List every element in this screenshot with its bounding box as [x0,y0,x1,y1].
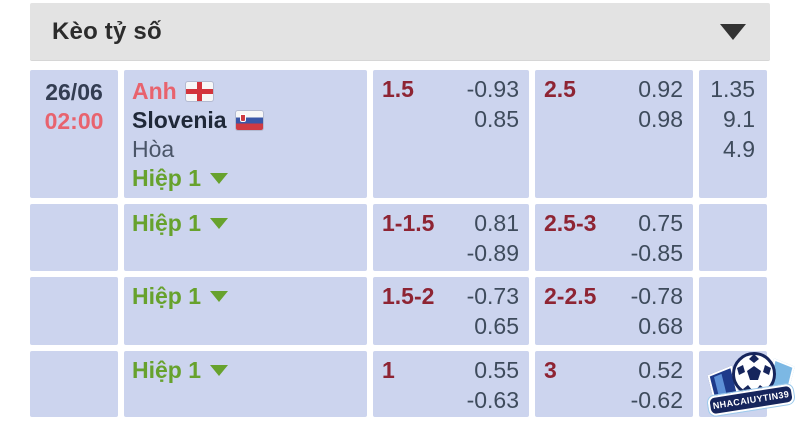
odds-cell-market1-row3[interactable]: 1.5-2 -0.73 0.65 [373,277,529,345]
away-team-name: Slovenia [132,107,227,133]
period-label: Hiệp 1 [132,357,202,383]
outcome-odds-3: 4.9 [723,136,755,162]
odds-bottom: 0.98 [638,106,683,132]
period-selector-1[interactable]: Hiệp 1 [132,164,229,193]
draw-label: Hòa [132,136,175,162]
odds-bottom: 0.85 [474,106,519,132]
odds-top: -0.78 [630,283,683,309]
handicap-line: 2.5-3 [544,210,597,236]
outcome-odds-1: 1.35 [710,76,755,102]
empty-cell [30,204,118,271]
period-selector-3[interactable]: Hiệp 1 [132,282,229,311]
period-selector-2[interactable]: Hiệp 1 [132,209,229,238]
odds-top: -0.93 [466,76,519,102]
odds-bottom: -0.62 [630,387,683,413]
site-watermark-logo: NHACAIUYTIN39 [705,350,798,424]
panel-title: Kèo tỷ số [52,17,162,45]
handicap-line: 2-2.5 [544,283,597,309]
period-cell-row4: Hiệp 1 [124,351,367,417]
home-team-name: Anh [132,78,177,104]
odds-bottom: -0.89 [466,240,519,266]
away-team-row: Slovenia [132,106,367,135]
odds-cell-market2-row1[interactable]: 2.5 0.92 0.98 [535,70,693,198]
odds-bottom: 0.68 [638,313,683,339]
handicap-line: 1-1.5 [382,210,435,236]
odds-bottom: -0.63 [466,387,519,413]
outcome-odds-2: 9.1 [723,106,755,132]
odds-top: 0.81 [474,210,519,236]
handicap-line: 1.5-2 [382,283,435,309]
chevron-down-icon [210,173,229,184]
chevron-down-icon [210,291,229,302]
chevron-down-icon [210,218,229,229]
empty-cell [30,351,118,417]
match-teams-cell: Anh Slovenia Hòa Hiệp 1 [124,70,367,198]
odds-bottom: 0.65 [474,313,519,339]
slovenia-flag-icon [235,111,263,130]
odds-top: 0.55 [474,357,519,383]
period-cell-row2: Hiệp 1 [124,204,367,271]
home-team-row: Anh [132,77,367,106]
chevron-down-icon [210,365,229,376]
handicap-line: 1 [382,357,395,383]
period-cell-row3: Hiệp 1 [124,277,367,345]
handicap-line: 2.5 [544,76,576,102]
odds-top: 0.52 [638,357,683,383]
empty-cell [699,204,767,271]
odds-cell-market1-row4[interactable]: 1 0.55 -0.63 [373,351,529,417]
match-date: 26/06 [45,79,103,105]
period-label: Hiệp 1 [132,165,202,191]
period-selector-4[interactable]: Hiệp 1 [132,356,229,385]
odds-cell-market1-row1[interactable]: 1.5 -0.93 0.85 [373,70,529,198]
outcome-odds-cell[interactable]: 1.35 9.1 4.9 [699,70,767,198]
empty-cell [699,277,767,345]
odds-top: 0.75 [638,210,683,236]
handicap-line: 3 [544,357,557,383]
handicap-line: 1.5 [382,76,414,102]
england-flag-icon [185,82,213,101]
empty-cell [30,277,118,345]
chevron-down-icon[interactable] [720,23,746,40]
odds-cell-market2-row3[interactable]: 2-2.5 -0.78 0.68 [535,277,693,345]
odds-top: 0.92 [638,76,683,102]
match-time: 02:00 [44,108,104,134]
odds-cell-market2-row4[interactable]: 3 0.52 -0.62 [535,351,693,417]
odds-cell-market1-row2[interactable]: 1-1.5 0.81 -0.89 [373,204,529,271]
odds-bottom: -0.85 [630,240,683,266]
odds-top: -0.73 [466,283,519,309]
match-datetime-cell: 26/06 02:00 [30,70,118,198]
panel-header[interactable]: Kèo tỷ số [30,3,770,61]
odds-cell-market2-row2[interactable]: 2.5-3 0.75 -0.85 [535,204,693,271]
period-label: Hiệp 1 [132,283,202,309]
odds-table: 26/06 02:00 Anh Slovenia Hòa Hiệp 1 1.5 … [30,70,767,417]
period-label: Hiệp 1 [132,210,202,236]
